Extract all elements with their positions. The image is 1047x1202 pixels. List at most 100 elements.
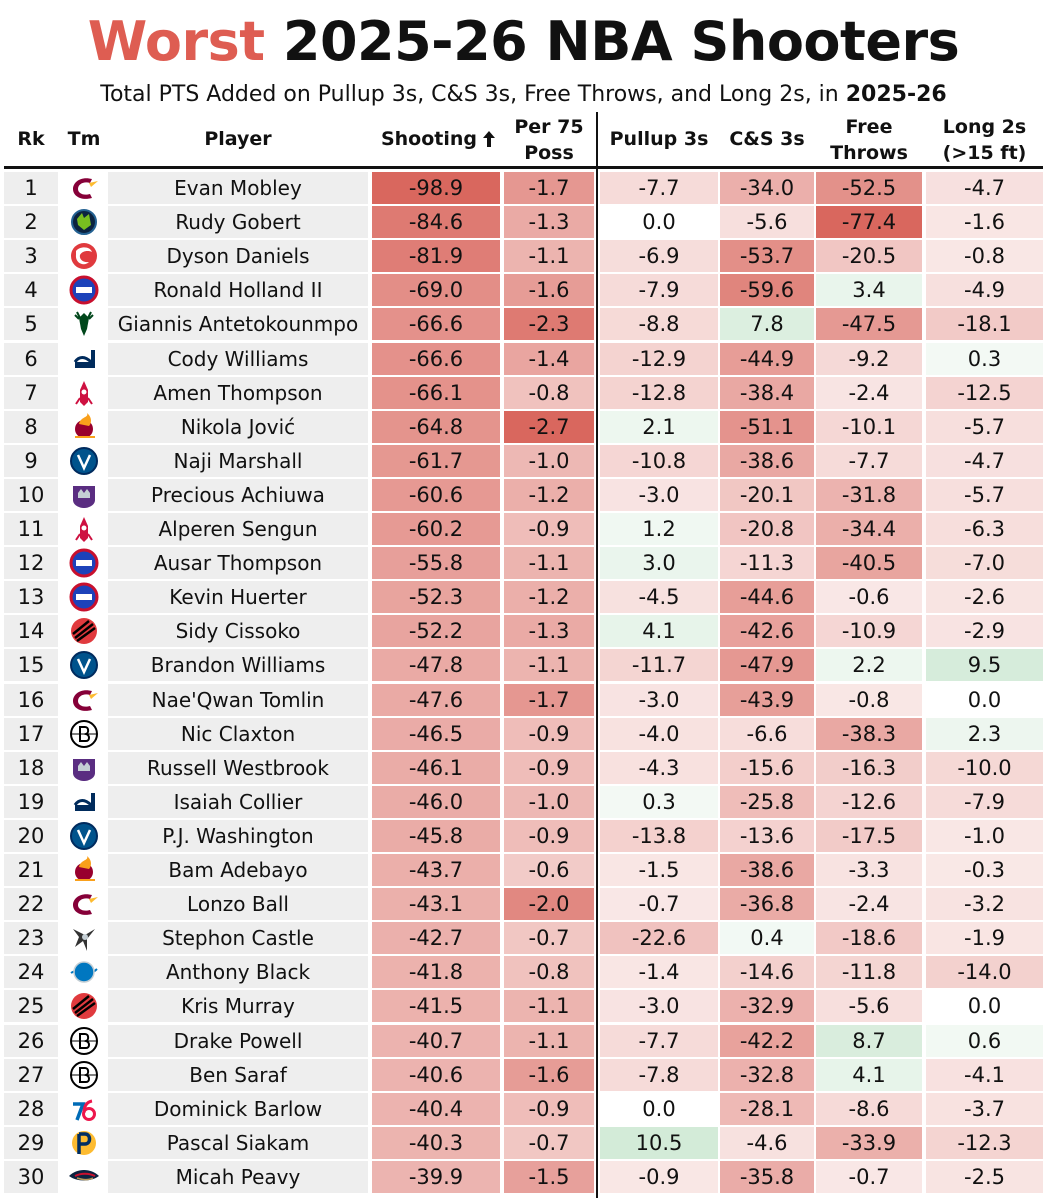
player-name-cell[interactable]: Ronald Holland II xyxy=(108,274,368,307)
metric-cell-long-2s-15-ft: 0.0 xyxy=(926,990,1043,1023)
team-cell xyxy=(62,274,106,306)
header-shooting[interactable]: Shooting xyxy=(372,126,500,152)
metric-cell-shooting: -43.1 xyxy=(372,888,500,921)
header-rk[interactable]: Rk xyxy=(4,126,58,152)
cavaliers-logo-icon xyxy=(73,178,98,199)
header-rule xyxy=(4,166,1043,169)
metric-cell-c-s-3s: -38.6 xyxy=(720,444,814,477)
metric-cell-long-2s-15-ft: -1.0 xyxy=(926,819,1043,852)
team-cell xyxy=(62,854,106,886)
header-tm[interactable]: Tm xyxy=(62,126,106,152)
metric-cell-long-2s-15-ft: 0.6 xyxy=(926,1024,1043,1057)
metric-cell-c-s-3s: -47.9 xyxy=(720,649,814,682)
player-name-cell[interactable]: Lonzo Ball xyxy=(108,888,368,921)
metric-cell-free-throws: -77.4 xyxy=(816,206,922,239)
player-name-cell[interactable]: Dyson Daniels xyxy=(108,240,368,273)
rank-cell: 6 xyxy=(4,342,58,375)
player-name-cell[interactable]: Drake Powell xyxy=(108,1024,368,1057)
metric-cell-pullup-3s: -4.0 xyxy=(600,717,718,750)
player-name-cell[interactable]: Amen Thompson xyxy=(108,376,368,409)
metric-cell-free-throws: -2.4 xyxy=(816,376,922,409)
metric-cell-free-throws: -33.9 xyxy=(816,1126,922,1159)
rank-cell: 13 xyxy=(4,581,58,614)
metric-cell-shooting: -60.2 xyxy=(372,513,500,545)
metric-cell-c-s-3s: 0.4 xyxy=(720,922,814,955)
metric-cell-shooting: -45.8 xyxy=(372,819,500,852)
metric-cell-shooting: -42.7 xyxy=(372,922,500,955)
player-name-cell[interactable]: Precious Achiuwa xyxy=(108,478,368,511)
rank-cell: 28 xyxy=(4,1092,58,1125)
team-cell xyxy=(62,956,106,988)
rank-cell: 12 xyxy=(4,547,58,580)
metric-cell-c-s-3s: -44.6 xyxy=(720,581,814,614)
player-name-cell[interactable]: Anthony Black xyxy=(108,956,368,989)
team-cell xyxy=(62,445,106,477)
metric-cell-pullup-3s: -12.9 xyxy=(600,342,718,375)
rank-cell: 5 xyxy=(4,308,58,341)
player-name-cell[interactable]: Evan Mobley xyxy=(108,172,368,204)
metric-cell-per-75-poss: -0.6 xyxy=(504,854,594,886)
metric-cell-shooting: -40.6 xyxy=(372,1058,500,1091)
metric-cell-free-throws: -31.8 xyxy=(816,478,922,511)
player-name-cell[interactable]: Kevin Huerter xyxy=(108,581,368,614)
header-player-line-1: Player xyxy=(204,128,272,150)
metric-cell-free-throws: -11.8 xyxy=(816,956,922,989)
player-name-cell[interactable]: P.J. Washington xyxy=(108,819,368,852)
metric-cell-shooting: -66.1 xyxy=(372,376,500,409)
player-name-cell[interactable]: Pascal Siakam xyxy=(108,1126,368,1159)
metric-cell-per-75-poss: -1.4 xyxy=(504,342,594,375)
player-name-cell[interactable]: Alperen Sengun xyxy=(108,513,368,545)
header-ft[interactable]: Free Throws xyxy=(816,114,922,166)
metric-cell-c-s-3s: -14.6 xyxy=(720,956,814,989)
metric-cell-free-throws: -34.4 xyxy=(816,513,922,545)
metric-cell-c-s-3s: -53.7 xyxy=(720,240,814,273)
metric-cell-per-75-poss: -1.1 xyxy=(504,1024,594,1057)
header-cs[interactable]: C&S 3s xyxy=(720,126,814,152)
player-name-cell[interactable]: Bam Adebayo xyxy=(108,854,368,886)
team-cell xyxy=(62,1093,106,1125)
header-player[interactable]: Player xyxy=(108,126,368,152)
player-name-cell[interactable]: Kris Murray xyxy=(108,990,368,1023)
metric-cell-free-throws: -3.3 xyxy=(816,854,922,886)
player-name-cell[interactable]: Giannis Antetokounmpo xyxy=(108,308,368,341)
metric-cell-long-2s-15-ft: -0.8 xyxy=(926,240,1043,273)
metric-cell-pullup-3s: -1.5 xyxy=(600,854,718,886)
header-pullup[interactable]: Pullup 3s xyxy=(600,126,718,152)
player-name-cell[interactable]: Dominick Barlow xyxy=(108,1092,368,1125)
player-name-cell[interactable]: Sidy Cissoko xyxy=(108,615,368,648)
kings-logo-icon xyxy=(73,485,95,508)
player-name-cell[interactable]: Isaiah Collier xyxy=(108,785,368,818)
player-name-cell[interactable]: Russell Westbrook xyxy=(108,751,368,784)
player-name-cell[interactable]: Rudy Gobert xyxy=(108,206,368,239)
metric-cell-c-s-3s: -44.9 xyxy=(720,342,814,375)
player-name-cell[interactable]: Nikola Jović xyxy=(108,410,368,443)
player-name-cell[interactable]: Stephon Castle xyxy=(108,922,368,955)
team-cell xyxy=(62,513,106,545)
nets-logo-icon xyxy=(70,1060,98,1089)
metric-cell-long-2s-15-ft: -1.9 xyxy=(926,922,1043,955)
kings-logo-icon xyxy=(73,758,95,781)
player-name-cell[interactable]: Nic Claxton xyxy=(108,717,368,750)
metric-cell-pullup-3s: -12.8 xyxy=(600,376,718,409)
metric-cell-pullup-3s: -7.9 xyxy=(600,274,718,307)
player-name-cell[interactable]: Brandon Williams xyxy=(108,649,368,682)
metric-cell-free-throws: -17.5 xyxy=(816,819,922,852)
player-name-cell[interactable]: Nae'Qwan Tomlin xyxy=(108,683,368,716)
rank-cell: 25 xyxy=(4,990,58,1023)
header-ft-line-2: Throws xyxy=(830,142,908,164)
metric-cell-c-s-3s: -4.6 xyxy=(720,1126,814,1159)
metric-cell-pullup-3s: -0.9 xyxy=(600,1160,718,1193)
metric-cell-long-2s-15-ft: -2.6 xyxy=(926,581,1043,614)
metric-cell-free-throws: -0.7 xyxy=(816,1160,922,1193)
player-name-cell[interactable]: Cody Williams xyxy=(108,342,368,375)
player-name-cell[interactable]: Ausar Thompson xyxy=(108,547,368,580)
header-long2[interactable]: Long 2s (>15 ft) xyxy=(926,114,1043,166)
player-name-cell[interactable]: Ben Saraf xyxy=(108,1058,368,1091)
player-name-cell[interactable]: Naji Marshall xyxy=(108,444,368,477)
player-name-cell[interactable]: Micah Peavy xyxy=(108,1160,368,1193)
metric-cell-long-2s-15-ft: -5.7 xyxy=(926,410,1043,443)
metric-cell-per-75-poss: -2.7 xyxy=(504,410,594,443)
metric-cell-per-75-poss: -1.1 xyxy=(504,547,594,580)
hawks-logo-icon xyxy=(71,243,97,270)
header-per75[interactable]: Per 75 Poss xyxy=(504,114,594,166)
